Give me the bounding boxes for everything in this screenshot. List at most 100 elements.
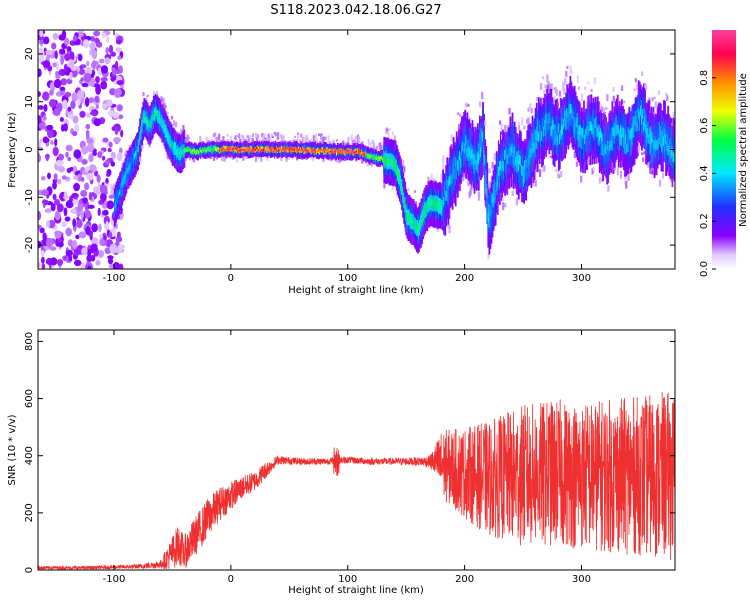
spectrogram-cell — [49, 99, 57, 108]
spectrogram-cell — [267, 147, 270, 150]
spectrogram-cell — [67, 106, 72, 112]
spectrogram-cell — [352, 151, 355, 154]
spectrogram-cell — [375, 154, 378, 160]
spectrogram-cell — [361, 150, 363, 153]
spectrogram-cell — [513, 146, 516, 156]
spectrogram-cell — [64, 53, 71, 62]
spectrogram-cell — [160, 96, 163, 104]
spectrogram-cell — [56, 203, 64, 213]
spectrogram-cell — [642, 157, 645, 162]
spectrogram-cell — [337, 150, 339, 154]
spectrogram-cell — [54, 138, 58, 147]
spectrogram-cell — [443, 197, 445, 207]
spectrogram-cell — [543, 126, 545, 137]
spectrogram-cell — [63, 63, 68, 72]
spectrogram-cell — [513, 149, 516, 171]
spectrogram-cell — [509, 144, 512, 154]
spectrogram-cell — [127, 167, 130, 174]
spectrogram-cell — [290, 139, 293, 142]
spectrogram-cell — [380, 156, 382, 159]
spectrogram-cell — [471, 149, 474, 159]
spectrogram-cell — [124, 172, 127, 179]
spectrogram-cell — [465, 139, 468, 161]
spectrogram-cell — [38, 105, 44, 110]
spectrogram-cell — [52, 146, 59, 157]
spectrogram-cell — [353, 151, 356, 155]
spectrogram-cell — [72, 35, 78, 42]
spectrogram-cell — [278, 147, 280, 151]
snr-series-line — [38, 392, 675, 570]
spectrogram-cell — [335, 149, 338, 153]
spectrogram-cell — [557, 123, 560, 133]
spectrogram-cell — [488, 181, 491, 189]
y-tick-label: 0 — [24, 146, 35, 152]
spectrogram-cell — [515, 157, 518, 168]
spectrogram-cell — [185, 148, 188, 151]
spectrogram-cell — [540, 126, 542, 147]
spectrogram-cell — [49, 89, 54, 96]
spectrogram-cell — [213, 147, 216, 151]
spectrogram-cell — [564, 77, 567, 86]
spectrogram-cell — [189, 148, 192, 151]
spectrogram-cell — [527, 107, 530, 112]
x-tick-label: 200 — [455, 574, 474, 585]
spectrogram-cell — [459, 154, 461, 176]
spectrogram-cell — [242, 155, 245, 161]
spectrogram-cell — [533, 142, 536, 152]
spectrogram-cell — [261, 149, 263, 152]
spectrogram-cell — [560, 171, 563, 178]
spectrogram-cell — [586, 125, 589, 136]
spectrogram-cell — [615, 124, 618, 134]
spectrogram-cell — [405, 209, 408, 217]
spectrogram-cell — [136, 149, 138, 156]
spectrogram-cell — [303, 138, 306, 143]
spectrogram-cell — [612, 86, 615, 92]
spectrogram-cell — [206, 147, 209, 153]
spectrogram-cell — [262, 146, 265, 152]
spectrogram-cell — [572, 111, 575, 121]
spectrogram-cell — [120, 129, 124, 138]
spectrogram-cell — [509, 143, 512, 165]
spectrogram-cell — [53, 173, 58, 181]
y-tick-label: 600 — [24, 389, 35, 408]
spectrogram-cell — [458, 160, 460, 171]
spectrogram-cell — [211, 148, 214, 151]
spectrogram-cell — [562, 83, 565, 91]
spectrogram-cell — [139, 154, 142, 162]
spectrogram-cell — [447, 183, 450, 205]
spectrogram-cell — [132, 156, 135, 163]
spectrogram-cell — [503, 146, 505, 168]
spectrogram-cell — [52, 181, 57, 190]
spectrogram-cell — [280, 149, 282, 153]
spectrogram-cell — [529, 148, 532, 158]
spectrogram-cell — [529, 103, 532, 110]
spectrogram-cell — [485, 184, 488, 194]
spectrogram-cell — [273, 147, 276, 150]
spectrogram-cell — [159, 115, 161, 122]
spectrogram-cell — [224, 148, 227, 152]
spectrogram-cell — [44, 137, 50, 143]
spectrogram-cell — [361, 157, 364, 164]
spectrogram-cell — [58, 153, 64, 161]
spectrogram-cell — [232, 140, 235, 145]
spectrogram-cell — [59, 86, 66, 91]
spectrogram-cell — [365, 152, 368, 155]
spectrogram-cell — [566, 108, 569, 130]
spectrogram-cell — [436, 202, 439, 210]
spectrogram-cell — [403, 166, 406, 173]
spectrogram-cell — [585, 129, 587, 139]
spectrogram-cell — [415, 222, 418, 231]
spectrogram-cell — [386, 128, 389, 132]
spectrogram-cell — [94, 95, 100, 103]
spectrogram-cell — [115, 39, 122, 45]
spectrogram-cell — [527, 117, 530, 125]
spectrogram-cell — [266, 147, 269, 150]
spectrogram-cell — [483, 150, 485, 160]
spectrogram-cell — [305, 148, 308, 152]
spectrogram-cell — [661, 112, 663, 151]
spectrogram-cell — [627, 173, 630, 181]
spectrogram-cell — [489, 205, 492, 216]
spectrogram-cell — [563, 121, 565, 143]
spectrogram-cell — [641, 152, 644, 155]
spectrogram-cell — [166, 133, 169, 140]
